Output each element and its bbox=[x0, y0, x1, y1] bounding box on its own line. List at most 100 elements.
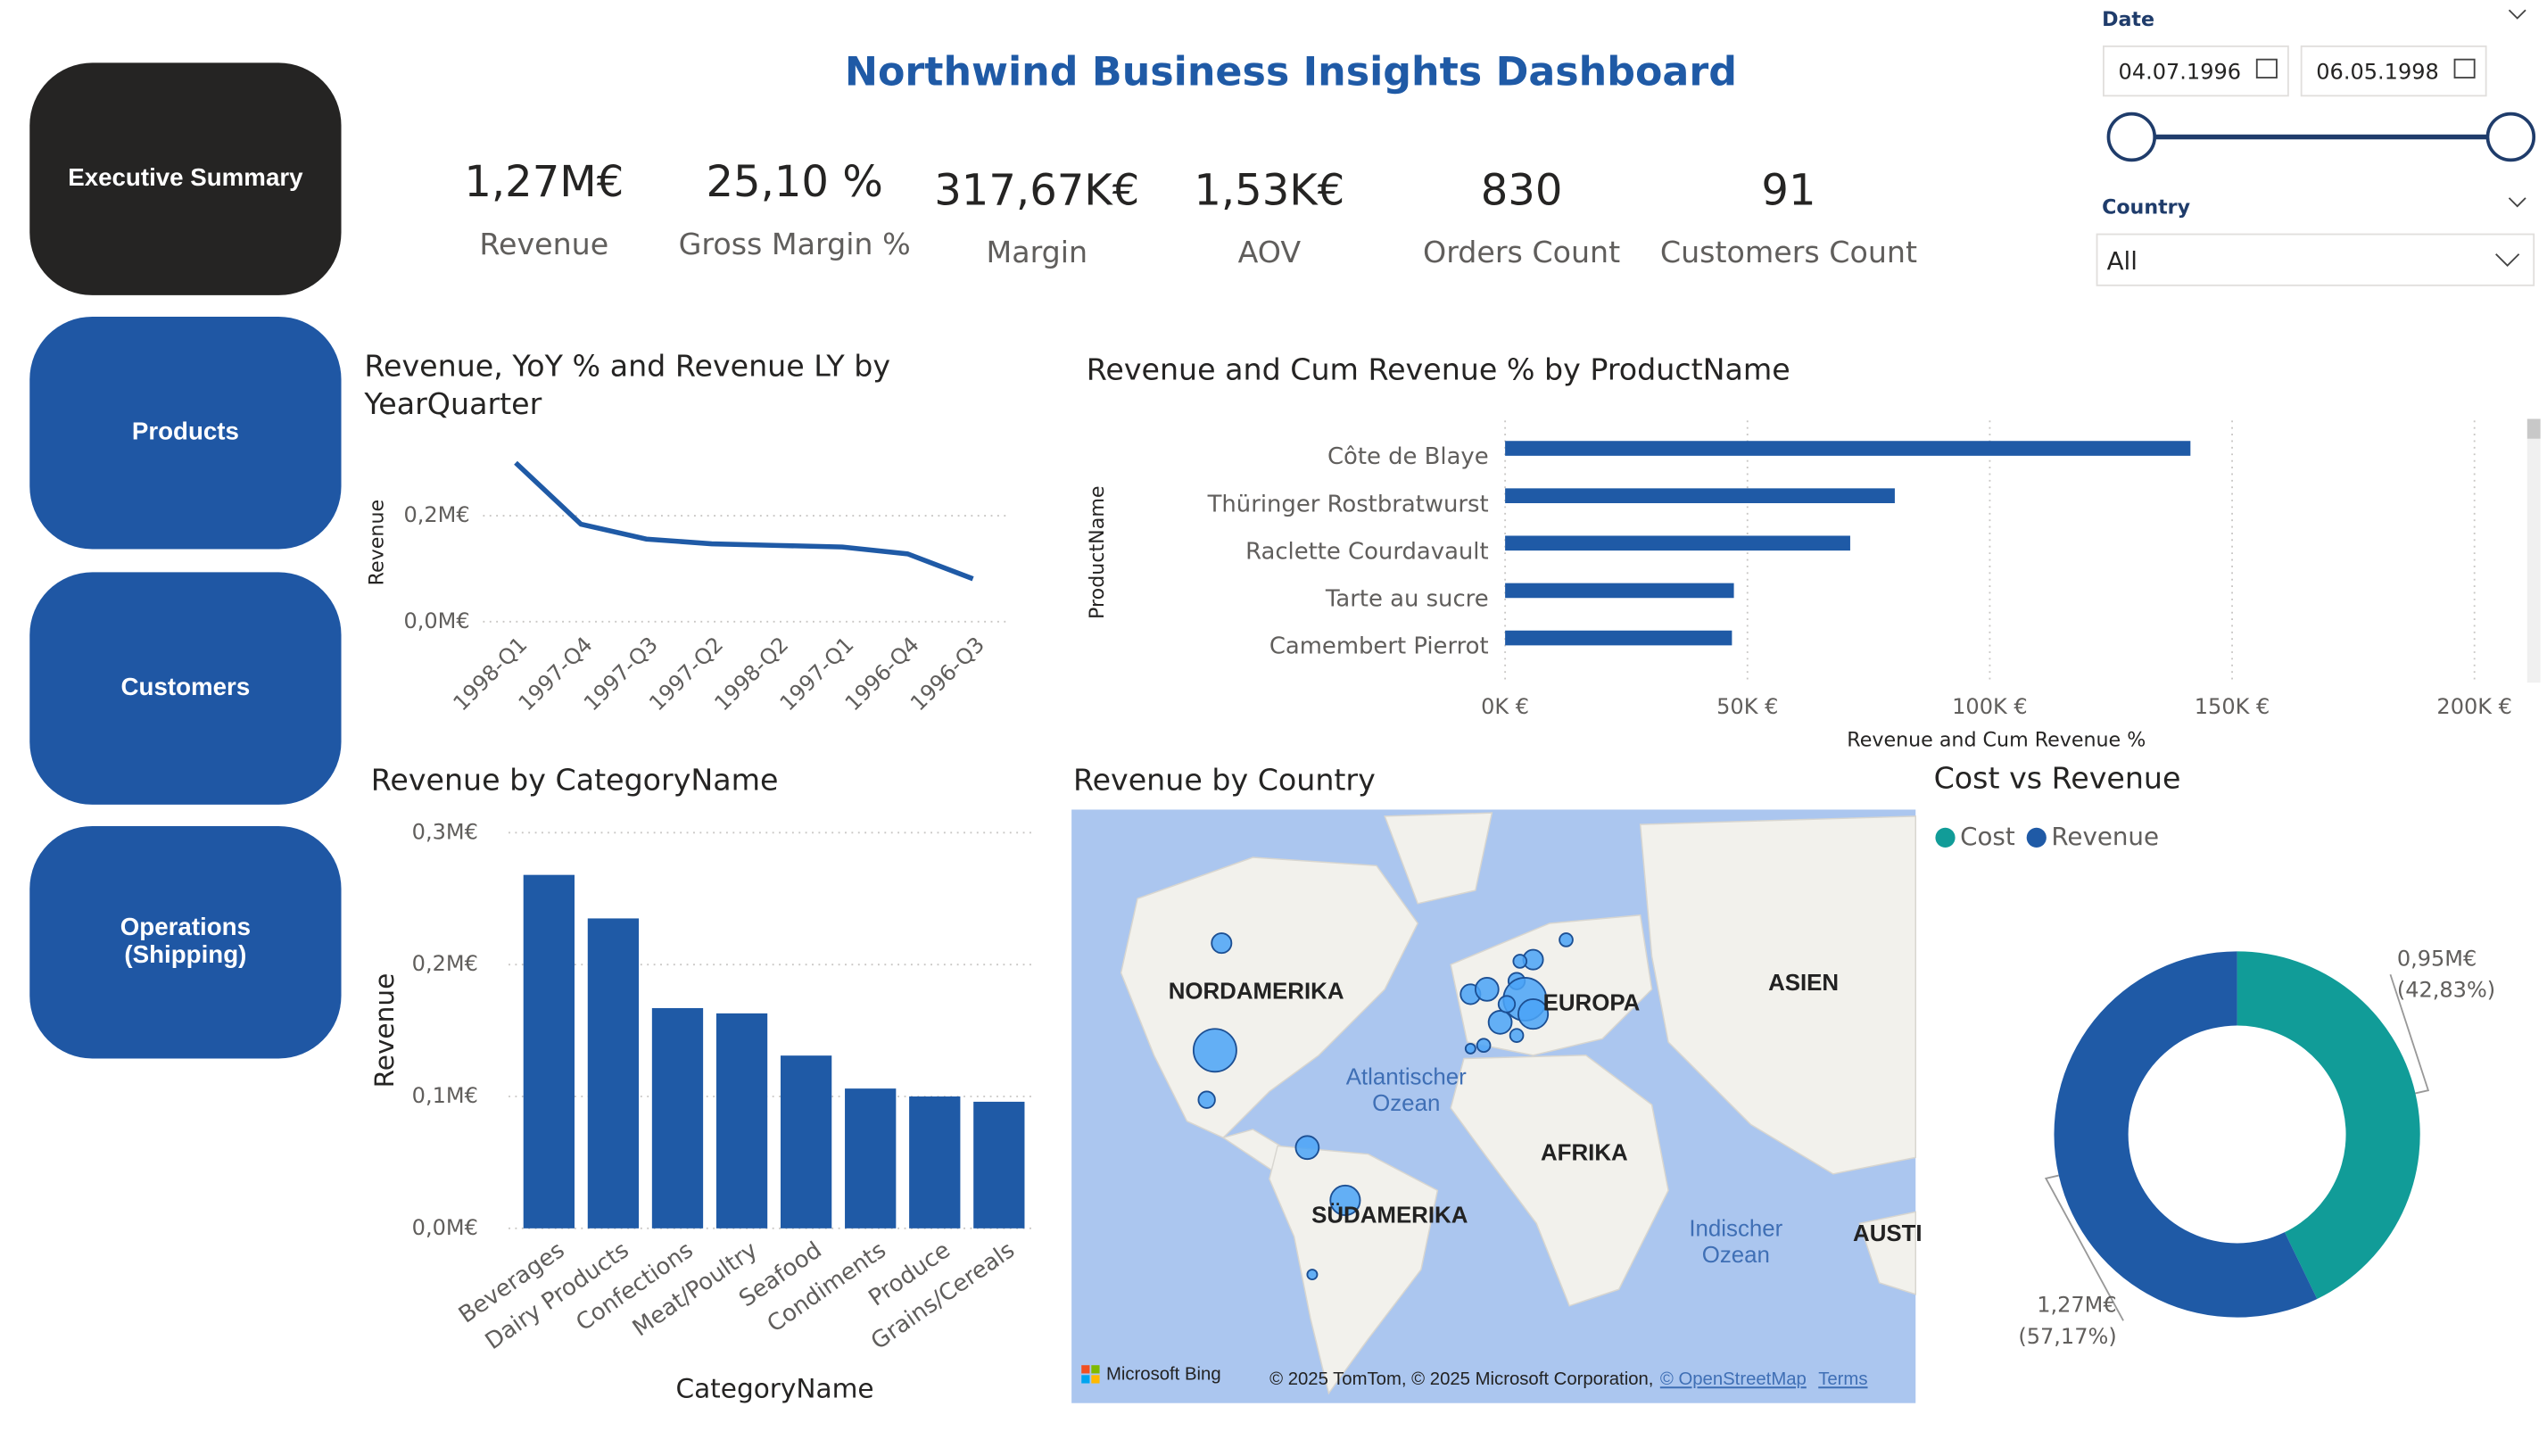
data-label: 0,95M€ bbox=[2397, 947, 2477, 972]
nav-button[interactable] bbox=[29, 62, 342, 295]
legend-label: Revenue bbox=[2051, 822, 2159, 851]
map-land bbox=[1269, 1145, 1439, 1395]
y-tick-label: 0,0M€ bbox=[403, 608, 469, 633]
map: NORDAMERIKA EUROPA ASIEN AFRIKA SÜDAMERIKA AU… bbox=[1071, 809, 1923, 1403]
data-label: (57,17%) bbox=[2018, 1324, 2116, 1349]
y-tick-label: Thüringer Rostbratwurst bbox=[1207, 491, 1489, 517]
chevron[interactable] bbox=[2508, 197, 2526, 208]
chevron[interactable] bbox=[2508, 9, 2526, 20]
scrollbar-thumb[interactable] bbox=[2526, 418, 2541, 439]
kpi-label: Orders Count bbox=[1423, 235, 1620, 269]
map-bubble bbox=[1512, 954, 1528, 969]
slider-handle[interactable] bbox=[2485, 112, 2536, 162]
date-value[interactable]: 06.05.1998 bbox=[2316, 59, 2439, 84]
calendar-icon[interactable] bbox=[2255, 58, 2278, 79]
line-title-box: Revenue, YoY % and Revenue LY by YearQua… bbox=[364, 349, 891, 423]
kpi-value: 830 bbox=[1481, 165, 1563, 215]
slider-handle[interactable] bbox=[2106, 112, 2157, 162]
x-tick-label: 200K € bbox=[2436, 694, 2512, 719]
bing-logo bbox=[1091, 1375, 1100, 1384]
bar bbox=[715, 1013, 768, 1228]
ocean-label: Indischer bbox=[1689, 1217, 1782, 1242]
nav-label[interactable]: Executive Summary bbox=[68, 163, 303, 191]
y-axis-label: ProductName bbox=[1086, 485, 1109, 618]
bar bbox=[1505, 488, 1895, 503]
map-label: SÜDAMERIKA bbox=[1311, 1203, 1468, 1228]
map-bubble bbox=[1497, 995, 1517, 1013]
x-tick-label: 0K € bbox=[1481, 694, 1529, 719]
kpi-value: 1,27M€ bbox=[464, 157, 624, 207]
map-land bbox=[1450, 1055, 1669, 1307]
map-credit: Microsoft Bing bbox=[1106, 1365, 1221, 1385]
legend-label: Cost bbox=[1960, 822, 2015, 851]
x-tick-label: 150K € bbox=[2195, 694, 2270, 719]
nav-button[interactable] bbox=[29, 316, 342, 550]
x-axis-label: Revenue and Cum Revenue % bbox=[1847, 728, 2146, 751]
y-tick-label: Tarte au sucre bbox=[1325, 586, 1489, 613]
map-land bbox=[1120, 856, 1419, 1139]
line-series bbox=[514, 460, 974, 582]
chart-title: Revenue by CategoryName bbox=[371, 763, 779, 798]
map-bubble bbox=[1464, 1042, 1476, 1055]
donut-slice bbox=[2054, 951, 2318, 1318]
bar bbox=[909, 1096, 961, 1228]
x-tick-label: 50K € bbox=[1716, 694, 1778, 719]
bar bbox=[845, 1088, 897, 1228]
data-label: 1,27M€ bbox=[2037, 1293, 2116, 1318]
y-tick-label: 0,2M€ bbox=[403, 502, 469, 527]
kpi-value: 1,53K€ bbox=[1194, 165, 1344, 215]
y-tick-label: 0,3M€ bbox=[412, 819, 478, 844]
chart-title: Revenue by Country bbox=[1073, 763, 1376, 798]
map-land bbox=[1384, 812, 1493, 905]
chevron[interactable] bbox=[2495, 253, 2520, 267]
chart-title: Cost vs Revenue bbox=[1934, 761, 2181, 796]
map-bubble bbox=[1211, 932, 1233, 955]
map-land bbox=[1858, 1211, 1916, 1295]
map-credit[interactable]: © OpenStreetMap bbox=[1660, 1369, 1807, 1389]
y-tick-label: Camembert Pierrot bbox=[1269, 633, 1489, 660]
bar bbox=[780, 1055, 832, 1228]
bing-logo bbox=[1081, 1365, 1090, 1374]
ocean-label: Ozean bbox=[1372, 1091, 1440, 1116]
bar bbox=[1505, 583, 1734, 599]
dropdown-value[interactable]: All bbox=[2107, 246, 2138, 276]
bing-logo bbox=[1091, 1365, 1100, 1374]
nav-label[interactable]: Products bbox=[132, 418, 239, 445]
nav-button[interactable] bbox=[29, 572, 342, 805]
data-label: (42,83%) bbox=[2397, 978, 2495, 1003]
map-label: ASIEN bbox=[1768, 971, 1839, 996]
kpi-value: 25,10 % bbox=[706, 157, 882, 207]
kpi-label: Margin bbox=[987, 235, 1088, 269]
chart-title: Revenue, YoY % and Revenue LY by YearQua… bbox=[364, 349, 891, 423]
map-bubble bbox=[1517, 998, 1550, 1030]
leader-line bbox=[2389, 973, 2430, 1095]
kpi-label: Revenue bbox=[479, 227, 608, 261]
map-label: AFRIKA bbox=[1541, 1141, 1628, 1166]
bar bbox=[1505, 630, 1732, 646]
map-land bbox=[1639, 815, 1916, 1175]
map-bubble bbox=[1487, 1009, 1513, 1035]
nav-button[interactable] bbox=[29, 825, 342, 1059]
map-label: NORDAMERIKA bbox=[1169, 979, 1344, 1004]
scrollbar[interactable] bbox=[2526, 418, 2541, 683]
filter-label: Date bbox=[2102, 8, 2154, 31]
y-tick-label: 0,0M€ bbox=[412, 1215, 478, 1240]
dropdown[interactable] bbox=[2096, 233, 2535, 286]
map-bubble bbox=[1474, 977, 1500, 1002]
nav-label[interactable]: Operations bbox=[120, 913, 251, 940]
date-value[interactable]: 04.07.1996 bbox=[2119, 59, 2242, 84]
kpi-value: 317,67K€ bbox=[934, 165, 1139, 215]
map-bubble bbox=[1306, 1269, 1319, 1281]
map-bubble bbox=[1559, 932, 1574, 947]
map-bubble bbox=[1294, 1135, 1320, 1161]
filter-label: Country bbox=[2102, 195, 2191, 219]
bing-logo bbox=[1081, 1375, 1090, 1384]
bar bbox=[523, 874, 575, 1228]
map-label: EUROPA bbox=[1543, 990, 1641, 1015]
map-credit[interactable]: Terms bbox=[1818, 1369, 1867, 1389]
ocean-label: Ozean bbox=[1702, 1243, 1770, 1268]
calendar-icon[interactable] bbox=[2453, 58, 2476, 79]
nav-label[interactable]: Customers bbox=[121, 673, 251, 700]
nav-label[interactable]: (Shipping) bbox=[124, 940, 246, 968]
